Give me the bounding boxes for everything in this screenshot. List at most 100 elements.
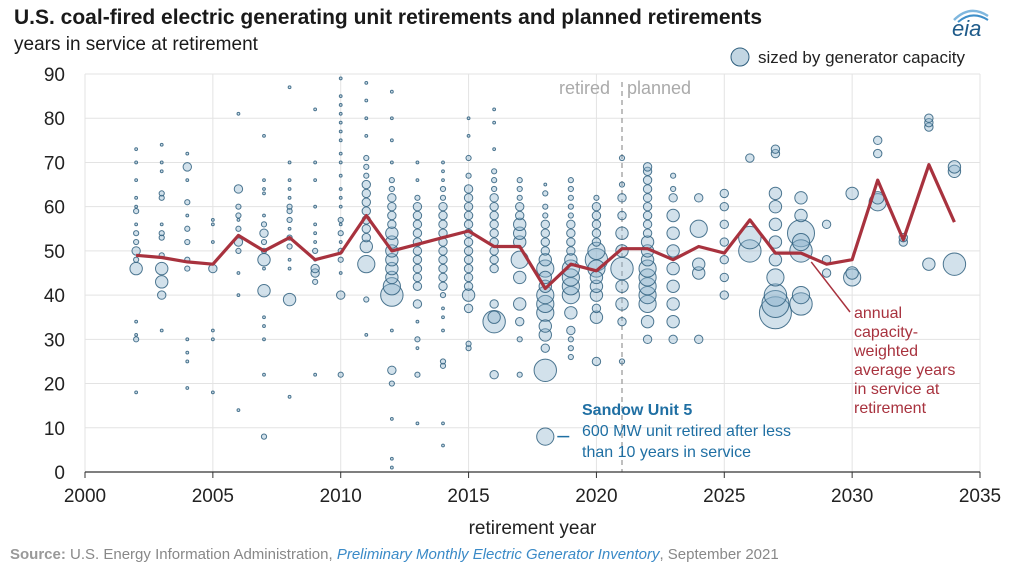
bubble-point — [159, 222, 164, 227]
bubble-point — [257, 253, 271, 267]
x-tick-label: 2035 — [959, 486, 1001, 507]
bubble-point — [155, 261, 169, 276]
bubble-point — [924, 113, 934, 123]
bubble-point — [492, 107, 497, 112]
bubble-point — [133, 336, 140, 343]
bubble-point — [364, 98, 369, 103]
bubble-point — [338, 103, 343, 107]
bubble-point — [257, 283, 271, 298]
bubble-point — [133, 230, 140, 237]
bubble-point — [389, 328, 394, 333]
bubble-point — [439, 194, 447, 201]
bubble-point — [441, 178, 445, 183]
bubble-point — [262, 266, 266, 271]
bubble-point — [542, 203, 549, 210]
bubble-point — [389, 456, 394, 461]
bubble-point — [262, 178, 266, 183]
bubble-point — [668, 334, 678, 345]
bubble-point — [441, 169, 445, 174]
bubble-point — [615, 279, 629, 293]
bubble-point — [738, 225, 762, 250]
bubble-point — [387, 365, 397, 375]
bubble-point — [538, 319, 552, 333]
bubble-point — [591, 228, 602, 238]
y-tick-label: 40 — [44, 286, 65, 307]
x-tick-label: 2025 — [703, 486, 745, 507]
bubble-point — [338, 120, 343, 125]
bubble-point — [538, 253, 552, 267]
bubble-point — [489, 299, 499, 309]
bubble-point — [337, 230, 344, 237]
bubble-point — [338, 151, 343, 156]
bubble-point — [873, 148, 883, 159]
bubble-point — [338, 195, 343, 200]
bubble-point — [415, 421, 420, 426]
bubble-point — [262, 372, 266, 377]
bubble-point — [338, 129, 343, 134]
average-line-label: capacity- — [854, 324, 918, 341]
bubble-point — [589, 270, 604, 285]
bubble-point — [438, 246, 448, 256]
bubble-point — [768, 186, 783, 201]
bubble-point — [770, 144, 781, 154]
y-tick-label: 10 — [44, 419, 65, 440]
bubble-point — [287, 266, 292, 271]
bubble-point — [210, 240, 215, 244]
bubble-point — [134, 333, 139, 337]
bubble-point — [388, 380, 395, 387]
eia-logo-text: eia — [952, 16, 982, 41]
bubble-point — [845, 266, 859, 280]
bubble-point — [591, 237, 602, 247]
bubble-point — [388, 177, 395, 184]
bubble-point — [210, 328, 215, 333]
bubble-point — [540, 246, 550, 256]
legend-label: sized by generator capacity — [758, 48, 965, 67]
bubble-point — [131, 246, 141, 256]
bubble-point — [159, 142, 164, 147]
bubble-point — [642, 334, 653, 345]
bubble-point — [184, 225, 191, 232]
bubble-point — [515, 210, 525, 221]
bubble-point — [412, 201, 423, 212]
bubble-point — [439, 185, 447, 193]
bubble-point — [845, 186, 859, 201]
grid-lines — [84, 73, 981, 473]
bubble-point — [640, 314, 655, 329]
bubble-point — [438, 272, 448, 283]
bubble-point — [540, 343, 550, 353]
bubble-point — [491, 177, 498, 184]
bubble-point — [287, 394, 292, 399]
y-tick-label: 80 — [44, 109, 65, 130]
bubble-point — [689, 219, 708, 238]
bubble-point — [491, 185, 498, 193]
bubble-point — [489, 193, 499, 203]
bubble-point — [542, 212, 549, 219]
y-tick-label: 20 — [44, 375, 65, 396]
bubble-point — [947, 164, 962, 178]
bubble-point — [287, 195, 292, 200]
bubble-point — [618, 154, 626, 162]
bubble-point — [873, 135, 883, 146]
bubble-point — [134, 222, 139, 227]
bubble-point — [235, 225, 242, 232]
bubble-point — [133, 238, 140, 246]
bubble-point — [947, 160, 962, 174]
bubble-point — [463, 246, 474, 256]
bubble-point — [338, 173, 343, 178]
bubble-point — [491, 168, 498, 175]
bubble-point — [591, 219, 602, 230]
bubble-point — [389, 465, 394, 470]
bubble-point — [843, 268, 862, 287]
bubble-point — [185, 213, 190, 218]
bubble-point — [567, 177, 574, 184]
bubble-point — [566, 246, 576, 256]
bubble-point — [184, 265, 191, 272]
bubble-point — [364, 134, 369, 138]
bubble-point — [312, 278, 319, 285]
bubble-point — [666, 279, 680, 293]
bubble-point — [791, 232, 811, 252]
bubble-point — [618, 358, 626, 365]
average-line-leader — [810, 261, 851, 313]
bubble-point — [359, 239, 373, 254]
bubble-point — [738, 239, 762, 263]
